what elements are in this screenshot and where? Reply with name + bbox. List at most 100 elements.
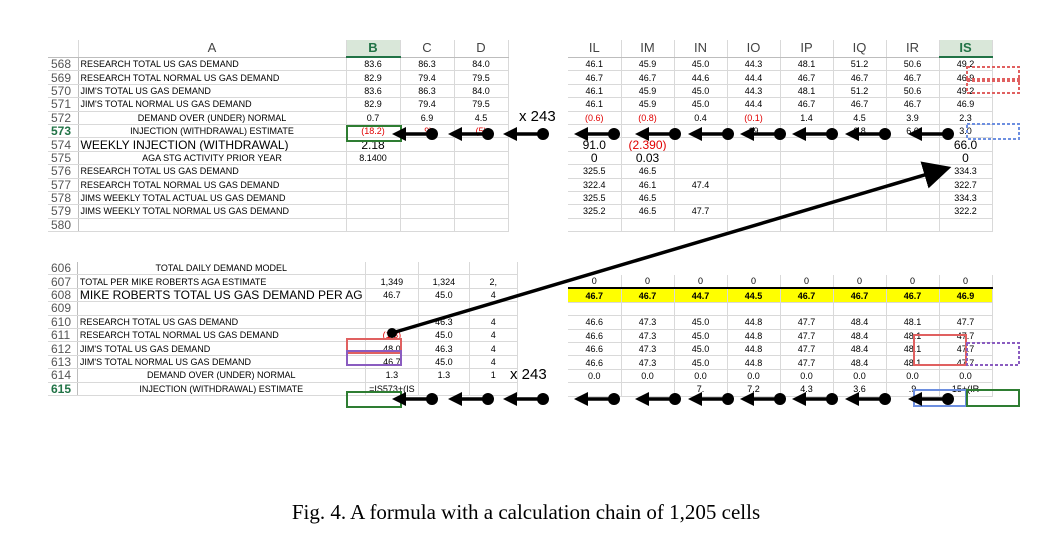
cell-iq[interactable]: 48.4 — [833, 342, 887, 357]
cell-iq[interactable] — [833, 218, 887, 233]
cell-il[interactable]: 325.5 — [568, 164, 622, 179]
cell-is[interactable]: 49.2 — [939, 84, 993, 99]
cell-d[interactable]: 1 — [469, 368, 519, 383]
column-header-ir[interactable]: IR — [886, 40, 940, 58]
cell-d[interactable]: 84.0 — [454, 57, 509, 72]
cell-c[interactable]: 6.9 — [400, 111, 455, 125]
cell-ip[interactable] — [780, 151, 834, 166]
cell-is[interactable]: 46.9 — [939, 288, 993, 303]
row-number[interactable]: 574 — [48, 137, 79, 152]
cell-im[interactable] — [621, 218, 675, 233]
row-label-cell[interactable]: JIMS WEEKLY TOTAL ACTUAL US GAS DEMAND — [78, 191, 347, 206]
cell-ir[interactable]: 0.0 — [886, 369, 940, 384]
corner-cell[interactable] — [48, 40, 79, 58]
row-label-cell[interactable]: JIMS WEEKLY TOTAL NORMAL US GAS DEMAND — [78, 204, 347, 219]
column-header-im[interactable]: IM — [621, 40, 675, 58]
row-number[interactable]: 608 — [48, 288, 78, 303]
cell-c[interactable] — [400, 164, 455, 179]
cell-b[interactable]: 46.7 — [365, 288, 420, 303]
row-label-cell[interactable]: MIKE ROBERTS TOTAL US GAS DEMAND PER AG — [77, 288, 366, 303]
cell-d[interactable] — [454, 191, 509, 206]
cell-c[interactable] — [418, 262, 470, 276]
cell-ir[interactable] — [886, 191, 940, 206]
cell-il[interactable]: 91.0 — [568, 137, 622, 152]
cell-io[interactable]: 44.8 — [727, 315, 781, 330]
cell-ip[interactable]: 0 — [780, 275, 834, 290]
cell-d[interactable] — [469, 262, 519, 276]
cell-ir[interactable]: 46.7 — [886, 288, 940, 303]
cell-im[interactable]: 0.0 — [621, 369, 675, 384]
cell-io[interactable]: (0.1) — [727, 111, 781, 125]
cell-in[interactable]: 45.0 — [674, 84, 728, 99]
column-header-in[interactable]: IN — [674, 40, 728, 58]
cell-c[interactable] — [418, 382, 470, 396]
cell-il[interactable]: 46.6 — [568, 355, 622, 370]
row-label-cell[interactable]: RESEARCH TOTAL US GAS DEMAND — [77, 315, 366, 329]
cell-io[interactable] — [727, 151, 781, 166]
cell-in[interactable]: 44.6 — [674, 70, 728, 85]
row-number[interactable]: 607 — [48, 274, 78, 289]
row-label-cell[interactable]: JIM'S TOTAL NORMAL US GAS DEMAND — [78, 97, 347, 112]
cell-b[interactable]: 83.6 — [346, 84, 401, 99]
column-header-il[interactable]: IL — [568, 40, 622, 58]
cell-d[interactable]: 79.5 — [454, 70, 509, 85]
cell-is[interactable]: 334.3 — [939, 164, 993, 179]
row-number[interactable]: 580 — [48, 218, 79, 233]
cell-iq[interactable]: 48.4 — [833, 329, 887, 343]
cell-ip[interactable]: 47.7 — [780, 329, 834, 343]
cell-ip[interactable] — [780, 218, 834, 233]
cell-iq[interactable]: 0.0 — [833, 369, 887, 384]
cell-is[interactable]: 0 — [939, 151, 993, 166]
cell-il[interactable]: 46.7 — [568, 70, 622, 85]
cell-il[interactable]: 322.4 — [568, 178, 622, 192]
cell-il[interactable]: 0.0 — [568, 369, 622, 384]
cell-il[interactable]: 46.6 — [568, 342, 622, 357]
cell-im[interactable]: 45.9 — [621, 84, 675, 99]
cell-im[interactable]: 47.3 — [621, 342, 675, 357]
cell-iq[interactable]: 4.5 — [833, 111, 887, 125]
cell-im[interactable]: 47.3 — [621, 329, 675, 343]
cell-ir[interactable]: 3.9 — [886, 111, 940, 125]
cell-d[interactable]: 4 — [469, 355, 519, 370]
cell-ir[interactable]: 48.1 — [886, 315, 940, 330]
cell-b[interactable]: 8.1400 — [346, 151, 401, 166]
row-number[interactable]: 573 — [48, 124, 79, 139]
cell-ip[interactable] — [780, 178, 834, 192]
cell-il[interactable]: 46.1 — [568, 97, 622, 112]
cell-ip[interactable]: 46.7 — [780, 97, 834, 112]
column-header-io[interactable]: IO — [727, 40, 781, 58]
cell-ir[interactable]: 0 — [886, 275, 940, 290]
row-label-cell[interactable]: RESEARCH TOTAL US GAS DEMAND — [78, 57, 347, 72]
cell-b[interactable]: 82.9 — [346, 70, 401, 85]
cell-d[interactable] — [454, 204, 509, 219]
cell-im[interactable]: 46.7 — [621, 70, 675, 85]
cell-b[interactable]: 0.7 — [346, 111, 401, 125]
row-label-cell[interactable]: JIM'S TOTAL NORMAL US GAS DEMAND — [77, 355, 366, 370]
row-label-cell[interactable]: RESEARCH TOTAL US GAS DEMAND — [78, 164, 347, 179]
row-number[interactable]: 614 — [48, 368, 78, 383]
cell-ip[interactable]: 47.7 — [780, 355, 834, 370]
cell-in[interactable] — [674, 302, 728, 317]
cell-d[interactable] — [454, 164, 509, 179]
cell-b[interactable] — [365, 301, 420, 316]
cell-ip[interactable]: 47.7 — [780, 342, 834, 357]
row-number[interactable]: 606 — [48, 262, 78, 276]
cell-is[interactable] — [939, 218, 993, 233]
cell-b[interactable] — [365, 315, 420, 329]
cell-io[interactable]: 44.8 — [727, 355, 781, 370]
cell-d[interactable]: 2, — [469, 274, 519, 289]
cell-il[interactable] — [568, 218, 622, 233]
cell-ip[interactable] — [780, 164, 834, 179]
cell-is[interactable]: 47.7 — [939, 315, 993, 330]
cell-b[interactable] — [346, 204, 401, 219]
cell-im[interactable]: 46.1 — [621, 178, 675, 192]
cell-io[interactable] — [727, 164, 781, 179]
cell-in[interactable]: 45.0 — [674, 57, 728, 72]
cell-d[interactable] — [454, 137, 509, 152]
cell-im[interactable]: 46.5 — [621, 204, 675, 219]
row-label-cell[interactable]: WEEKLY INJECTION (WITHDRAWAL) — [78, 137, 347, 152]
row-label-cell[interactable]: TOTAL DAILY DEMAND MODEL — [77, 262, 366, 276]
cell-iq[interactable] — [833, 204, 887, 219]
cell-b[interactable]: 1.3 — [365, 368, 420, 383]
cell-d[interactable] — [454, 178, 509, 192]
